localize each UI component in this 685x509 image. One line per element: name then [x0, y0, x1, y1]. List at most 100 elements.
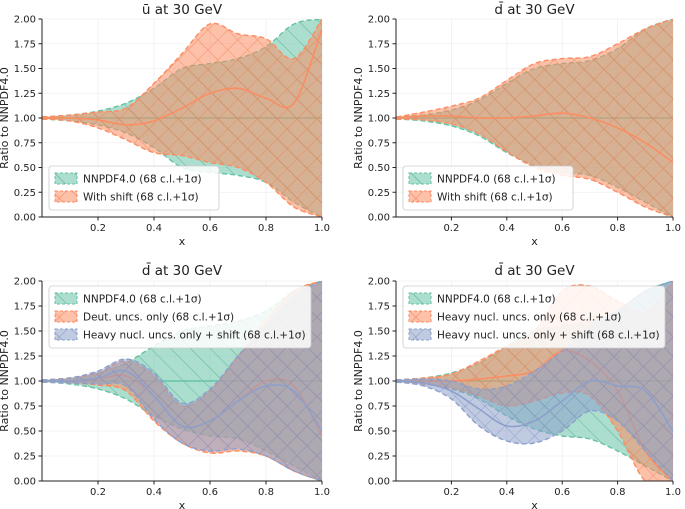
- series-central-line: [42, 28, 322, 126]
- series-hatch: [42, 19, 322, 217]
- series-lower-edge: [42, 381, 322, 481]
- legend-label: NNPDF4.0 (68 c.l.+1σ): [83, 294, 202, 306]
- series-hatch: [42, 281, 322, 481]
- chart-panel-2: d̄ at 30 GeV 0.00 0.25 0.50 0.75 1.00 1.25 1.50…: [352, 1, 681, 248]
- x-axis-label: x: [179, 499, 186, 509]
- y-tick-label: 1.00: [14, 377, 36, 388]
- y-tick-label: 1.50: [368, 64, 390, 75]
- y-tick-label: 0.75: [14, 138, 36, 149]
- legend-item: NNPDF4.0 (68 c.l.+1σ): [408, 292, 556, 306]
- legend-swatch-hatch: [409, 173, 431, 184]
- x-axis-label: x: [531, 235, 538, 248]
- y-axis-label: Ratio to NNPDF4.0: [0, 67, 11, 169]
- series-central-line: [396, 112, 673, 164]
- y-tick-label: 0.25: [368, 452, 390, 463]
- legend-swatch-hatch: [409, 311, 431, 322]
- chart-title: d̄ at 30 GeV: [494, 262, 575, 279]
- x-axis-label: x: [531, 499, 538, 509]
- y-tick-label: 0.75: [14, 402, 36, 413]
- y-tick-label: 1.00: [368, 114, 390, 125]
- y-tick-label: 1.25: [14, 89, 36, 100]
- legend-label: NNPDF4.0 (68 c.l.+1σ): [83, 174, 202, 186]
- y-tick-label: 0.25: [14, 188, 36, 199]
- y-tick-label: 1.25: [368, 89, 390, 100]
- y-tick-label: 2.00: [368, 277, 390, 288]
- legend-item: NNPDF4.0 (68 c.l.+1σ): [408, 172, 556, 186]
- y-tick-label: 1.50: [368, 327, 390, 338]
- plot-area: [42, 19, 322, 217]
- legend-item: With shift (68 c.l.+1σ): [408, 190, 553, 204]
- y-tick-label: 0.50: [14, 427, 36, 438]
- x-axis-label: x: [179, 235, 186, 248]
- legend-swatch-hatch: [55, 191, 77, 202]
- legend-swatch-hatch: [55, 311, 77, 322]
- x-tick-label: 0.6: [554, 223, 570, 234]
- x-tick-label: 0.4: [499, 223, 515, 234]
- x-tick-label: 1.0: [665, 223, 681, 234]
- chart-panel-3: d̄ at 30 GeV 0.00 0.25 0.50 0.75 1.00 1.25 1.50…: [0, 262, 330, 509]
- x-tick-label: 1.0: [314, 223, 330, 234]
- legend-swatch-hatch: [409, 293, 431, 304]
- x-tick-label: 0.8: [610, 487, 626, 498]
- legend-box: [48, 165, 220, 211]
- y-axis-label: Ratio to NNPDF4.0: [0, 330, 11, 432]
- y-tick-label: 0.75: [368, 138, 390, 149]
- y-tick-label: 0.50: [368, 427, 390, 438]
- y-tick-label: 0.50: [368, 163, 390, 174]
- legend-item: Heavy nucl. uncs. only + shift (68 c.l.+…: [408, 328, 660, 342]
- x-tick-label: 0.6: [202, 223, 218, 234]
- legend: NNPDF4.0 (68 c.l.+1σ) With shift (68 c.l.…: [48, 165, 220, 211]
- x-tick-label: 0.8: [258, 487, 274, 498]
- legend-item: Deut. uncs. only (68 c.l.+1σ): [54, 310, 234, 324]
- y-tick-label: 0.50: [14, 163, 36, 174]
- x-tick-label: 0.8: [610, 223, 626, 234]
- legend-swatch-hatch: [409, 191, 431, 202]
- chart-title: ū at 30 GeV: [142, 2, 223, 18]
- legend-swatch-hatch: [55, 293, 77, 304]
- series-upper-edge: [42, 19, 322, 118]
- legend: NNPDF4.0 (68 c.l.+1σ) Deut. uncs. only (6…: [48, 285, 312, 349]
- y-tick-label: 1.75: [14, 39, 36, 50]
- legend-label: Deut. uncs. only (68 c.l.+1σ): [83, 312, 234, 324]
- chart-title: d̄ at 30 GeV: [142, 262, 223, 279]
- legend: NNPDF4.0 (68 c.l.+1σ) Heavy nucl. uncs. o…: [402, 285, 666, 349]
- x-tick-label: 0.4: [499, 487, 515, 498]
- chart-panel-1: ū at 30 GeV 0.00 0.25 0.50 0.75 1.00 1.25 1.50 1…: [0, 2, 330, 248]
- y-tick-label: 0.75: [368, 402, 390, 413]
- legend-item: NNPDF4.0 (68 c.l.+1σ): [54, 172, 202, 186]
- x-tick-label: 1.0: [314, 487, 330, 498]
- y-tick-label: 1.50: [14, 327, 36, 338]
- legend-swatch-hatch: [55, 173, 77, 184]
- legend-label: Heavy nucl. uncs. only + shift (68 c.l.+…: [437, 330, 660, 342]
- y-tick-label: 0.00: [14, 213, 36, 224]
- series-hatch: [396, 19, 673, 217]
- series-lower-edge: [396, 381, 673, 481]
- legend-swatch-hatch: [55, 329, 77, 340]
- legend-item: NNPDF4.0 (68 c.l.+1σ): [54, 292, 202, 306]
- y-tick-label: 1.25: [14, 352, 36, 363]
- x-tick-label: 0.6: [554, 487, 570, 498]
- legend-label: NNPDF4.0 (68 c.l.+1σ): [437, 174, 556, 186]
- y-tick-label: 1.75: [14, 302, 36, 313]
- x-tick-label: 0.2: [90, 223, 106, 234]
- legend-label: With shift (68 c.l.+1σ): [437, 192, 553, 204]
- y-tick-label: 1.00: [368, 377, 390, 388]
- legend-label: NNPDF4.0 (68 c.l.+1σ): [437, 294, 556, 306]
- series-upper-edge: [42, 19, 322, 118]
- x-tick-label: 0.4: [146, 223, 162, 234]
- y-tick-label: 0.00: [368, 477, 390, 488]
- legend: NNPDF4.0 (68 c.l.+1σ) With shift (68 c.l.…: [402, 165, 574, 211]
- series-central-line: [42, 369, 322, 432]
- y-tick-label: 2.00: [14, 277, 36, 288]
- y-axis-label: Ratio to NNPDF4.0: [352, 330, 365, 432]
- plot-area: [396, 19, 673, 217]
- y-tick-label: 2.00: [368, 15, 390, 26]
- legend-swatch-hatch: [409, 329, 431, 340]
- y-tick-label: 2.00: [14, 15, 36, 26]
- y-tick-label: 0.25: [14, 452, 36, 463]
- x-tick-label: 0.6: [202, 487, 218, 498]
- legend-box: [402, 165, 574, 211]
- legend-item: Heavy nucl. uncs. only (68 c.l.+1σ): [408, 310, 621, 324]
- y-tick-label: 1.25: [368, 352, 390, 363]
